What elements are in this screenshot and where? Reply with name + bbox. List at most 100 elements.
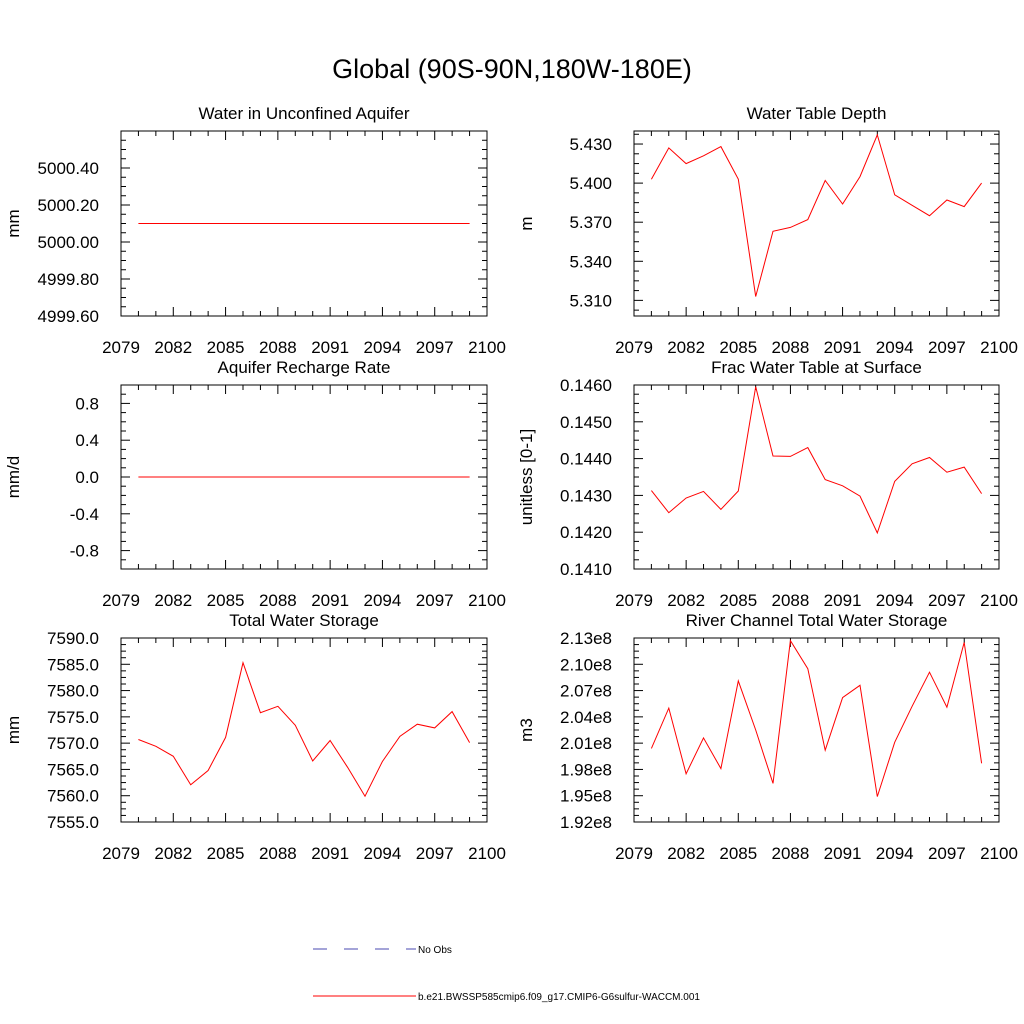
y-tick-label: 0.8: [75, 394, 99, 413]
data-point: [894, 741, 896, 743]
y-tick-label: 1.92e8: [560, 813, 612, 832]
y-tick-label: 4999.80: [38, 270, 99, 289]
data-point: [980, 762, 982, 764]
data-point: [928, 671, 930, 673]
x-tick-label: 2085: [207, 591, 245, 610]
data-point: [720, 508, 722, 510]
data-point: [416, 222, 418, 224]
data-point: [841, 485, 843, 487]
plot-frame: [633, 384, 1000, 570]
panel-title: Water Table Depth: [747, 104, 887, 123]
y-tick-label: 0.1440: [560, 450, 612, 469]
data-point: [468, 476, 470, 478]
data-point: [190, 476, 192, 478]
data-point: [859, 684, 861, 686]
data-point: [259, 476, 261, 478]
x-tick-label: 2100: [980, 591, 1018, 610]
data-point: [668, 147, 670, 149]
x-tick-label: 2088: [259, 338, 297, 357]
data-point: [702, 155, 704, 157]
data-point: [963, 205, 965, 207]
y-tick-label: -0.4: [70, 505, 99, 524]
y-tick-label: 2.10e8: [560, 655, 612, 674]
legend-obs-label: No Obs: [418, 945, 452, 956]
data-point: [381, 760, 383, 762]
y-tick-label: 2.13e8: [560, 629, 612, 648]
data-point: [980, 492, 982, 494]
data-point: [451, 476, 453, 478]
x-tick-label: 2079: [102, 844, 140, 863]
data-point: [155, 476, 157, 478]
data-point: [685, 773, 687, 775]
y-tick-label: 7580.0: [47, 682, 99, 701]
data-point: [468, 222, 470, 224]
y-axis-label: m3: [517, 718, 536, 742]
panel-1: Water in Unconfined Aquifer mm 2079 2082 208…: [4, 104, 506, 357]
data-point: [824, 179, 826, 181]
data-point: [911, 705, 913, 707]
y-axis-label: m: [517, 216, 536, 230]
data-point: [720, 767, 722, 769]
data-point: [381, 476, 383, 478]
legend: No Obs b.e21.BWSSP585cmip6.f09_g17.CMIP6-…: [313, 945, 700, 1003]
data-point: [668, 511, 670, 513]
x-tick-label: 2091: [311, 591, 349, 610]
y-tick-label: 5000.20: [38, 196, 99, 215]
y-tick-label: 1.95e8: [560, 787, 612, 806]
data-point: [911, 463, 913, 465]
data-point: [946, 471, 948, 473]
y-tick-label: -0.8: [70, 542, 99, 561]
y-tick-label: 7555.0: [47, 813, 99, 832]
data-point: [434, 476, 436, 478]
data-point: [329, 739, 331, 741]
data-point: [720, 145, 722, 147]
data-point: [416, 723, 418, 725]
data-point: [702, 737, 704, 739]
y-tick-label: 0.1410: [560, 560, 612, 579]
data-point: [399, 476, 401, 478]
data-point: [399, 222, 401, 224]
data-point: [841, 696, 843, 698]
data-point: [207, 476, 209, 478]
data-point: [824, 478, 826, 480]
x-tick-label: 2082: [154, 338, 192, 357]
y-tick-label: 0.4: [75, 431, 99, 450]
data-point: [294, 724, 296, 726]
data-point: [789, 455, 791, 457]
x-tick-label: 2094: [876, 844, 914, 863]
x-tick-label: 2088: [259, 591, 297, 610]
y-tick-label: 2.01e8: [560, 734, 612, 753]
data-point: [928, 214, 930, 216]
data-point: [434, 222, 436, 224]
data-point: [224, 222, 226, 224]
y-tick-label: 5.340: [569, 252, 612, 271]
x-tick-label: 2094: [876, 591, 914, 610]
data-point: [807, 667, 809, 669]
panel-title: Total Water Storage: [229, 611, 379, 630]
x-tick-label: 2088: [772, 844, 810, 863]
data-point: [207, 769, 209, 771]
data-point: [468, 741, 470, 743]
y-tick-label: 0.0: [75, 468, 99, 487]
data-point: [294, 476, 296, 478]
data-point: [381, 222, 383, 224]
data-point: [224, 476, 226, 478]
data-point: [685, 497, 687, 499]
x-tick-label: 2082: [154, 844, 192, 863]
y-axis-label: mm/d: [4, 456, 23, 499]
x-tick-label: 2100: [468, 338, 506, 357]
data-point: [364, 476, 366, 478]
data-point: [242, 222, 244, 224]
x-tick-label: 2097: [416, 338, 454, 357]
data-point: [650, 178, 652, 180]
panel-6: River Channel Total Water Storage m3 2079 2…: [517, 611, 1018, 863]
data-point: [329, 476, 331, 478]
y-tick-label: 7560.0: [47, 787, 99, 806]
x-tick-label: 2097: [416, 844, 454, 863]
data-point: [277, 705, 279, 707]
series-line: [138, 660, 471, 798]
data-point: [155, 222, 157, 224]
panel-title: River Channel Total Water Storage: [686, 611, 948, 630]
data-point: [737, 680, 739, 682]
data-point: [451, 710, 453, 712]
